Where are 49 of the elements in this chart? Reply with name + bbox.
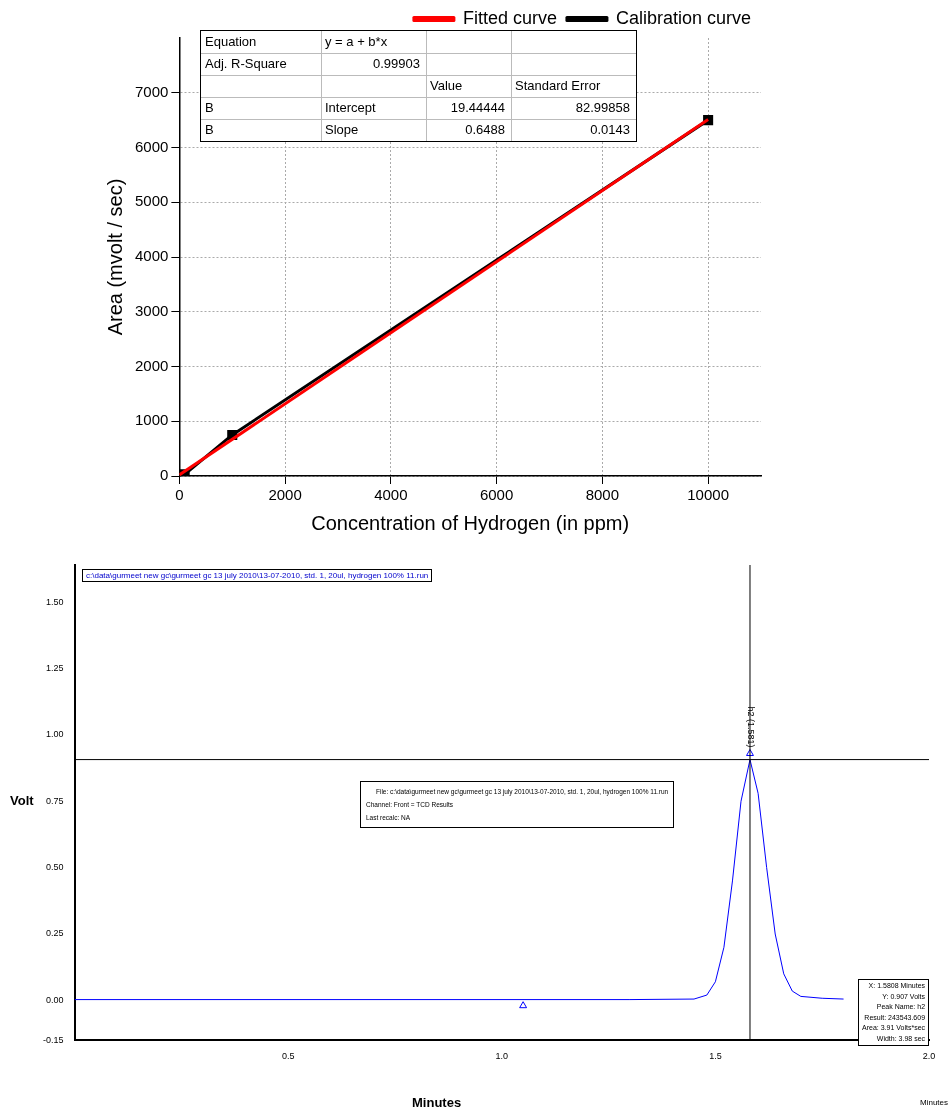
y-tick-label: 0.00 xyxy=(45,994,64,1005)
annotation: B xyxy=(205,122,215,137)
x-tick-label: 8000 xyxy=(585,486,620,504)
text: Minutes xyxy=(920,1098,949,1107)
annotation: Equation xyxy=(205,34,258,49)
y-tick-label: 7000 xyxy=(134,82,169,100)
legend-label: Calibration curve xyxy=(615,7,751,28)
y-tick-label: 6000 xyxy=(134,137,169,155)
annotation: 19.44444 xyxy=(449,100,505,115)
y-tick-label: 0 xyxy=(160,466,169,484)
annotation: 0.6488 xyxy=(464,122,505,137)
y-tick-label: 3000 xyxy=(134,301,169,319)
y-axis-title: Volt xyxy=(10,793,34,808)
annotation: Standard Error xyxy=(515,78,602,93)
y-tick-label: 1000 xyxy=(134,411,169,429)
y-axis-title: Area (mvolt / sec) xyxy=(103,178,126,336)
annotation: c:\data\gurmeet new gc\gurmeet gc 13 july 2010\13-07-2010, std. 1, 20ul, hydrogen 100% 11.run xyxy=(82,569,433,582)
x-tick-label: 4000 xyxy=(374,486,408,504)
annotation: 0.99903 xyxy=(372,56,420,71)
annotation: Intercept xyxy=(325,100,377,115)
y-tick-label: 1.25 xyxy=(45,663,64,674)
y-tick-label: 5000 xyxy=(134,192,169,210)
annotation: Slope xyxy=(325,122,360,137)
x-tick-label: 0.5 xyxy=(281,1051,295,1062)
annotation: 0.0143 xyxy=(589,122,630,137)
y-tick-label: 0.75 xyxy=(45,795,64,806)
x-tick-label: 2.0 xyxy=(922,1051,936,1062)
y-tick-label: 4000 xyxy=(134,247,169,265)
annotation: 82.99858 xyxy=(574,100,630,115)
x-axis-title: Concentration of Hydrogen (in ppm) xyxy=(311,511,630,534)
annotation: B xyxy=(205,100,215,115)
x-tick-label: 1.0 xyxy=(495,1051,509,1062)
y-tick-label: 1.00 xyxy=(45,729,64,740)
x-tick-label: 1.5 xyxy=(709,1051,722,1062)
annotation: y = a + b*x xyxy=(325,34,389,49)
x-tick-label: 2000 xyxy=(268,486,302,504)
y-tick-label: -0.15 xyxy=(43,1034,64,1045)
legend-label: Fitted curve xyxy=(462,7,557,28)
y-tick-label: 1.50 xyxy=(45,596,64,607)
y-tick-label: 2000 xyxy=(134,356,169,374)
x-tick-label: 0 xyxy=(175,486,184,504)
annotation: h2 (1.581) xyxy=(745,706,756,748)
x-tick-label: 6000 xyxy=(479,486,514,504)
y-tick-label: 0.25 xyxy=(45,928,64,939)
x-axis-title: Minutes xyxy=(412,1095,462,1110)
annotation: Value xyxy=(430,78,464,93)
x-tick-label: 10000 xyxy=(687,486,729,504)
y-tick-label: 0.50 xyxy=(45,862,64,873)
annotation: Adj. R-Square xyxy=(205,56,288,71)
